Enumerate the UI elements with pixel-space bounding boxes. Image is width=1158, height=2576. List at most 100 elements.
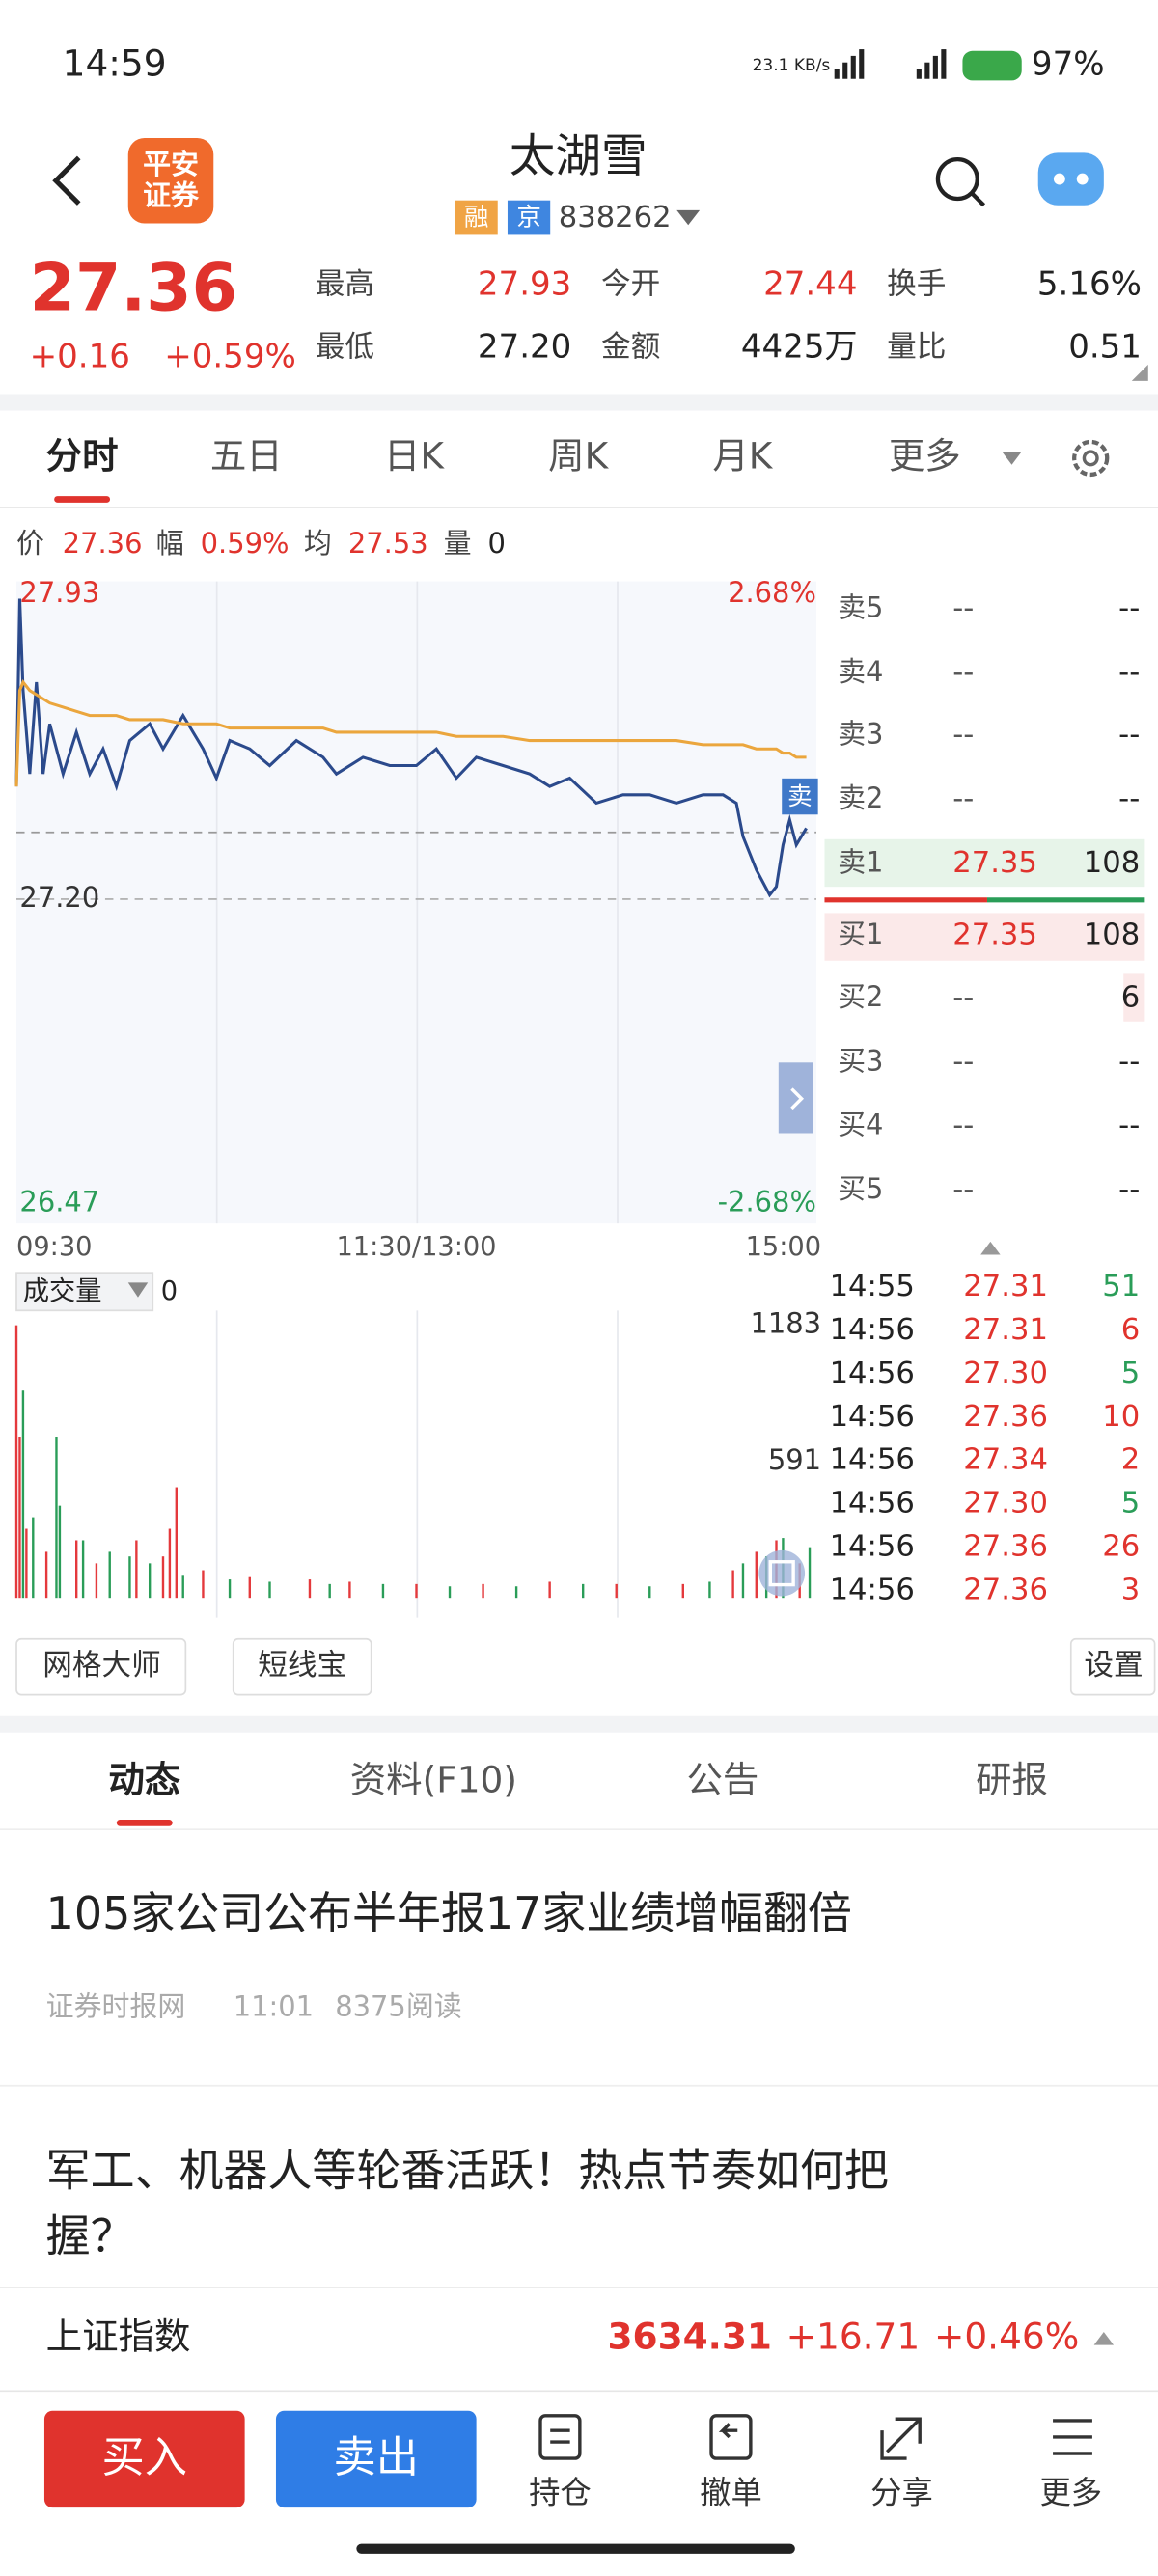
- book-price: --: [952, 655, 974, 689]
- battery: 97%: [1032, 45, 1105, 84]
- sell-label: 卖出: [334, 2433, 420, 2482]
- volume-bar: [18, 1437, 21, 1599]
- book-price: --: [952, 980, 974, 1014]
- book-volume: 6: [1121, 980, 1141, 1014]
- volume-bar: [25, 1528, 28, 1599]
- volume-selector[interactable]: [15, 1272, 154, 1312]
- search-button[interactable]: [935, 157, 986, 207]
- info-label: 量: [444, 527, 472, 560]
- book-label: 卖4: [838, 655, 883, 688]
- news-title[interactable]: 105家公司公布半年报17家业绩增幅翻倍: [46, 1887, 852, 1939]
- grid-vertical: [215, 581, 619, 1618]
- broker-logo[interactable]: [127, 138, 214, 224]
- chart-tab[interactable]: 周K: [548, 434, 609, 477]
- logo-text: 证券: [143, 178, 200, 211]
- collapse-arrow[interactable]: [980, 1241, 1001, 1255]
- stat-value: 27.93: [478, 265, 571, 304]
- info-value: 27.53: [348, 527, 428, 560]
- news-title[interactable]: 军工、机器人等轮番活跃！热点节奏如何把握？: [45, 2146, 889, 2263]
- tag: 融: [464, 203, 489, 232]
- volume-bar: [741, 1563, 745, 1599]
- volume-bar: [95, 1563, 98, 1599]
- volume-bar: [268, 1581, 271, 1599]
- news-tab[interactable]: 公告: [686, 1758, 758, 1800]
- nav-label[interactable]: 持仓: [529, 2475, 592, 2511]
- code-dropdown[interactable]: [676, 209, 701, 226]
- volume-bar: [228, 1579, 232, 1599]
- trade-volume: 2: [1121, 1443, 1141, 1477]
- volume-dropdown[interactable]: [127, 1282, 149, 1298]
- tag-bg: [455, 200, 498, 235]
- more-dropdown[interactable]: [1002, 452, 1022, 465]
- clock: 14:59: [63, 42, 167, 85]
- trade-time: 14:56: [830, 1574, 915, 1607]
- book-volume: --: [1118, 1045, 1140, 1079]
- y-tick-label: 26.47: [19, 1186, 99, 1219]
- volume-bar: [81, 1540, 85, 1599]
- y-tick-label: 27.20: [19, 881, 99, 914]
- stat-value: 5.16%: [1037, 265, 1142, 304]
- price-line: [14, 598, 808, 898]
- volume-bar: [58, 1505, 62, 1599]
- assistant-button[interactable]: [1037, 152, 1104, 206]
- stock-code: 838262: [559, 201, 672, 234]
- chart-tab[interactable]: 日K: [384, 434, 445, 477]
- nav-label[interactable]: 撤单: [700, 2475, 762, 2511]
- buy-label: 买入: [102, 2433, 188, 2482]
- chart-tab[interactable]: 月K: [712, 434, 773, 477]
- stat-value: 27.20: [478, 327, 571, 366]
- tool-button[interactable]: [232, 1637, 372, 1696]
- trade-price: 27.31: [963, 1270, 1048, 1303]
- trade-time: 14:56: [830, 1443, 915, 1477]
- logo-text: 平安: [143, 148, 199, 180]
- nav-label[interactable]: 更多: [1039, 2475, 1102, 2511]
- news-reads: 8375阅读: [335, 1990, 461, 2023]
- back-button[interactable]: [52, 155, 81, 206]
- settings-gear[interactable]: [1072, 439, 1110, 478]
- volume-bar: [348, 1581, 351, 1599]
- volume-bar: [135, 1540, 138, 1599]
- book-volume: 108: [1084, 918, 1140, 952]
- book-price: 27.35: [952, 918, 1037, 952]
- trade-price: 27.31: [963, 1313, 1048, 1347]
- side-badge[interactable]: [782, 778, 818, 815]
- news-tab[interactable]: 动态: [108, 1758, 180, 1800]
- book-label: 买3: [838, 1044, 883, 1077]
- nav-label[interactable]: 分享: [870, 2475, 933, 2511]
- x-tick-label: 15:00: [746, 1232, 821, 1262]
- stat-label: 最低: [316, 330, 374, 364]
- trade-volume: 26: [1102, 1530, 1140, 1564]
- volume-bar: [161, 1556, 165, 1599]
- volume-bar: [175, 1487, 178, 1599]
- expand-corner[interactable]: [1131, 364, 1148, 381]
- fullscreen-button[interactable]: [758, 1549, 806, 1597]
- volume-current: 0: [161, 1276, 178, 1306]
- tab-indicator: [54, 496, 111, 503]
- news-tab[interactable]: 研报: [976, 1758, 1048, 1800]
- index-expand[interactable]: [1093, 2332, 1115, 2345]
- tool-label: 设置: [1084, 1649, 1143, 1683]
- index-bar[interactable]: [0, 2288, 1158, 2392]
- trade-price: 27.34: [963, 1443, 1048, 1477]
- expand-button[interactable]: [778, 1062, 813, 1134]
- trade-volume: 5: [1121, 1357, 1141, 1390]
- index-change-pct: +0.46%: [934, 2315, 1079, 2357]
- volume-bar: [415, 1583, 418, 1599]
- sell-button[interactable]: [275, 2410, 477, 2508]
- divider: [0, 394, 1158, 411]
- tool-label: 网格大师: [42, 1649, 161, 1683]
- chart-tab[interactable]: 更多: [889, 434, 961, 477]
- book-volume: --: [1118, 1173, 1140, 1207]
- buy-button[interactable]: [43, 2410, 245, 2508]
- news-tab-indicator: [116, 1819, 173, 1826]
- bid2-highlight: [1123, 973, 1145, 1022]
- volume-bar: [14, 1325, 18, 1599]
- volume-bar: [148, 1563, 152, 1599]
- tool-button[interactable]: [15, 1637, 187, 1696]
- news-tab[interactable]: 资料(F10): [350, 1758, 517, 1800]
- chart-tab[interactable]: 分时: [46, 434, 119, 477]
- trade-time: 14:56: [830, 1487, 915, 1521]
- chart-tab[interactable]: 五日: [210, 434, 283, 477]
- volume-bar: [21, 1390, 25, 1599]
- tool-button[interactable]: [1069, 1637, 1156, 1696]
